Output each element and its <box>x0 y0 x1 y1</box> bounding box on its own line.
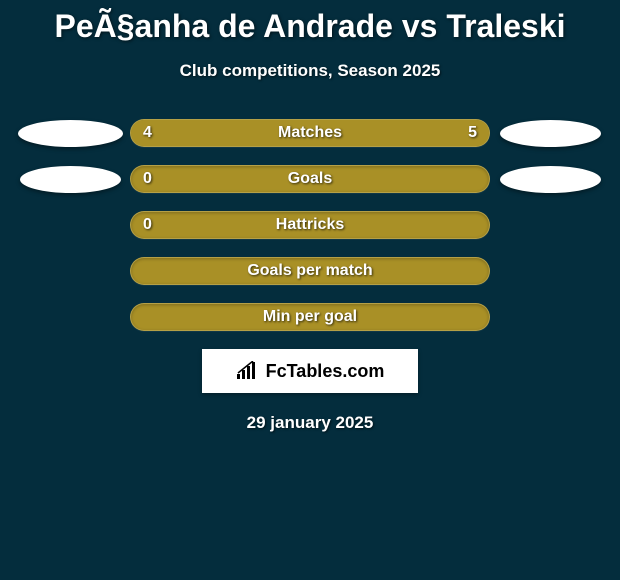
page-title: PeÃ§anha de Andrade vs Traleski <box>0 0 620 45</box>
stat-value-left: 0 <box>143 170 152 188</box>
logo-box: FcTables.com <box>202 349 418 393</box>
stat-bar: Hattricks 0 <box>130 211 490 239</box>
stat-row: Goals 0 <box>10 165 610 193</box>
stat-bar: Matches 4 5 <box>130 119 490 147</box>
avatar-slot-right <box>490 166 610 193</box>
avatar-slot-left <box>10 166 130 193</box>
player-avatar-right <box>500 166 601 193</box>
stat-bar: Min per goal <box>130 303 490 331</box>
player-avatar-right <box>500 120 601 147</box>
player-avatar-left <box>20 166 121 193</box>
subtitle: Club competitions, Season 2025 <box>0 61 620 81</box>
stat-label: Matches <box>278 124 342 142</box>
stat-label: Min per goal <box>263 308 357 326</box>
stat-row: Goals per match <box>10 257 610 285</box>
avatar-slot-left <box>10 120 130 147</box>
bars-icon <box>236 361 260 381</box>
comparison-chart: Matches 4 5 Goals 0 Hattricks 0 Goals per match… <box>0 119 620 331</box>
stat-value-left: 4 <box>143 124 152 142</box>
avatar-slot-right <box>490 120 610 147</box>
stat-bar: Goals 0 <box>130 165 490 193</box>
stat-value-left: 0 <box>143 216 152 234</box>
stat-row: Matches 4 5 <box>10 119 610 147</box>
player-avatar-left <box>18 120 123 147</box>
stat-label: Goals <box>288 170 332 188</box>
stat-bar: Goals per match <box>130 257 490 285</box>
stat-label: Goals per match <box>247 262 372 280</box>
bar-segment-left <box>131 120 281 146</box>
stat-row: Min per goal <box>10 303 610 331</box>
stat-value-right: 5 <box>468 124 477 142</box>
logo-text: FcTables.com <box>266 361 385 382</box>
footer-date: 29 january 2025 <box>0 413 620 433</box>
stat-row: Hattricks 0 <box>10 211 610 239</box>
stat-label: Hattricks <box>276 216 344 234</box>
